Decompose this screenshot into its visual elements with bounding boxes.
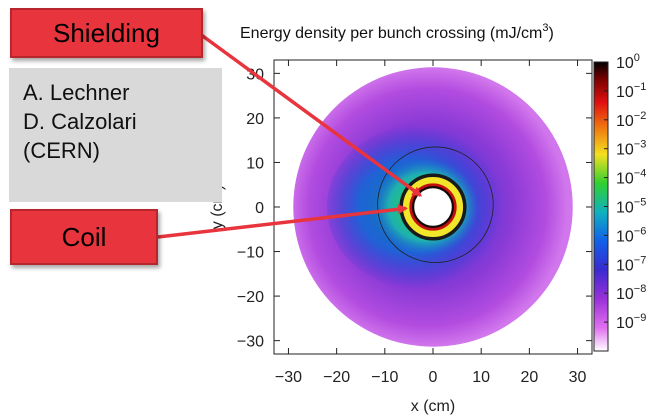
shielding-callout-text: Shielding xyxy=(53,17,160,48)
x-tick-label: −20 xyxy=(323,369,350,386)
colorbar-tick-label: 10−8 xyxy=(616,283,646,303)
shielding-callout: Shielding xyxy=(10,8,203,58)
y-tick-label: −10 xyxy=(237,245,264,262)
coil-callout: Coil xyxy=(10,209,158,265)
credit-line-1: A. Lechner xyxy=(23,80,130,105)
coil-callout-text: Coil xyxy=(61,221,107,252)
y-tick-label: 20 xyxy=(246,111,264,128)
x-axis-label: x (cm) xyxy=(411,398,455,415)
colorbar-tick-label: 10−6 xyxy=(616,225,646,245)
y-tick-label: −30 xyxy=(237,334,264,351)
y-tick-label: −20 xyxy=(237,289,264,306)
y-tick-label: 10 xyxy=(246,155,264,172)
energy-density-map xyxy=(293,67,573,347)
credit-box: A. Lechner D. Calzolari (CERN) xyxy=(9,68,222,202)
credit-line-2: D. Calzolari xyxy=(23,109,137,134)
colorbar-tick-label: 10−5 xyxy=(616,197,646,217)
x-tick-label: −30 xyxy=(275,369,302,386)
colorbar-tick-label: 10−4 xyxy=(616,168,646,188)
colorbar-tick-label: 10−9 xyxy=(616,312,646,332)
colorbar-ticks: 100 10−1 10−2 10−3 10−4 10−5 10−6 10−7 10−8 10−9 xyxy=(604,52,646,332)
colorbar-tick-label: 10−3 xyxy=(616,139,646,159)
x-axis-ticks: −30 −20 −10 0 10 20 30 xyxy=(275,60,587,386)
x-tick-label: −10 xyxy=(371,369,398,386)
y-tick-label: 0 xyxy=(255,200,264,217)
colorbar-tick-label: 100 xyxy=(616,52,640,72)
x-tick-label: 10 xyxy=(472,369,490,386)
x-tick-label: 30 xyxy=(569,369,587,386)
chart-title: Energy density per bunch crossing (mJ/cm… xyxy=(240,22,554,42)
x-tick-label: 0 xyxy=(429,369,438,386)
shielding-outline xyxy=(377,146,494,263)
x-tick-label: 20 xyxy=(520,369,538,386)
colorbar-tick-label: 10−1 xyxy=(616,81,646,101)
coil-arrow xyxy=(157,204,409,239)
colorbar-tick-label: 10−2 xyxy=(616,110,646,130)
beam-bore xyxy=(413,187,453,227)
credit-line-3: (CERN) xyxy=(23,138,100,163)
shielding-arrow xyxy=(198,32,423,197)
coil-ring-black xyxy=(412,186,454,228)
colorbar-tick-label: 10−7 xyxy=(616,254,646,274)
coil-ring-red xyxy=(409,183,457,231)
